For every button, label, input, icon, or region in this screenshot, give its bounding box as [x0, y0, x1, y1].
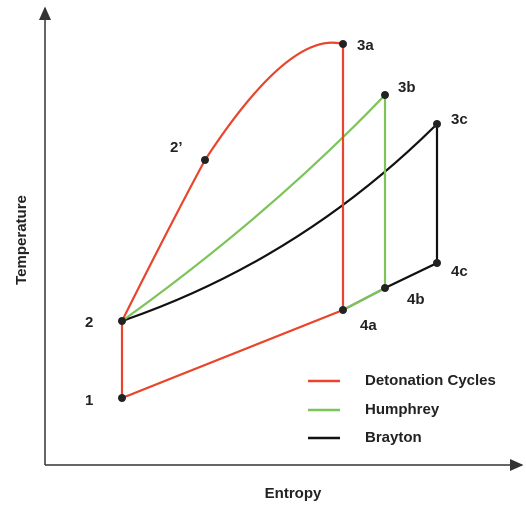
- point-label: 3c: [451, 111, 468, 128]
- detonation-cycle: [120, 41, 345, 400]
- x-axis-label: Entropy: [265, 485, 322, 502]
- point: [433, 259, 441, 267]
- point-label: 4c: [451, 263, 468, 280]
- state-points: [118, 40, 441, 402]
- point: [201, 156, 209, 164]
- point: [118, 394, 126, 402]
- point-label: 4a: [360, 317, 377, 334]
- point: [118, 317, 126, 325]
- humphrey-cycle: [121, 92, 387, 322]
- legend-label: Humphrey: [365, 401, 440, 418]
- point-label: 4b: [407, 291, 425, 308]
- legend-label: Brayton: [365, 429, 422, 446]
- point: [339, 40, 347, 48]
- point-label: 3a: [357, 37, 374, 54]
- point: [433, 120, 441, 128]
- point-label: 2’: [170, 139, 183, 156]
- point: [381, 91, 389, 99]
- y-axis-label: Temperature: [13, 195, 30, 285]
- legend: Detonation Cycles Humphrey Brayton: [308, 372, 496, 446]
- point-label: 3b: [398, 79, 416, 96]
- point-label: 1: [85, 392, 93, 409]
- point: [339, 306, 347, 314]
- point-label: 2: [85, 314, 93, 331]
- point: [381, 284, 389, 292]
- legend-label: Detonation Cycles: [365, 372, 496, 389]
